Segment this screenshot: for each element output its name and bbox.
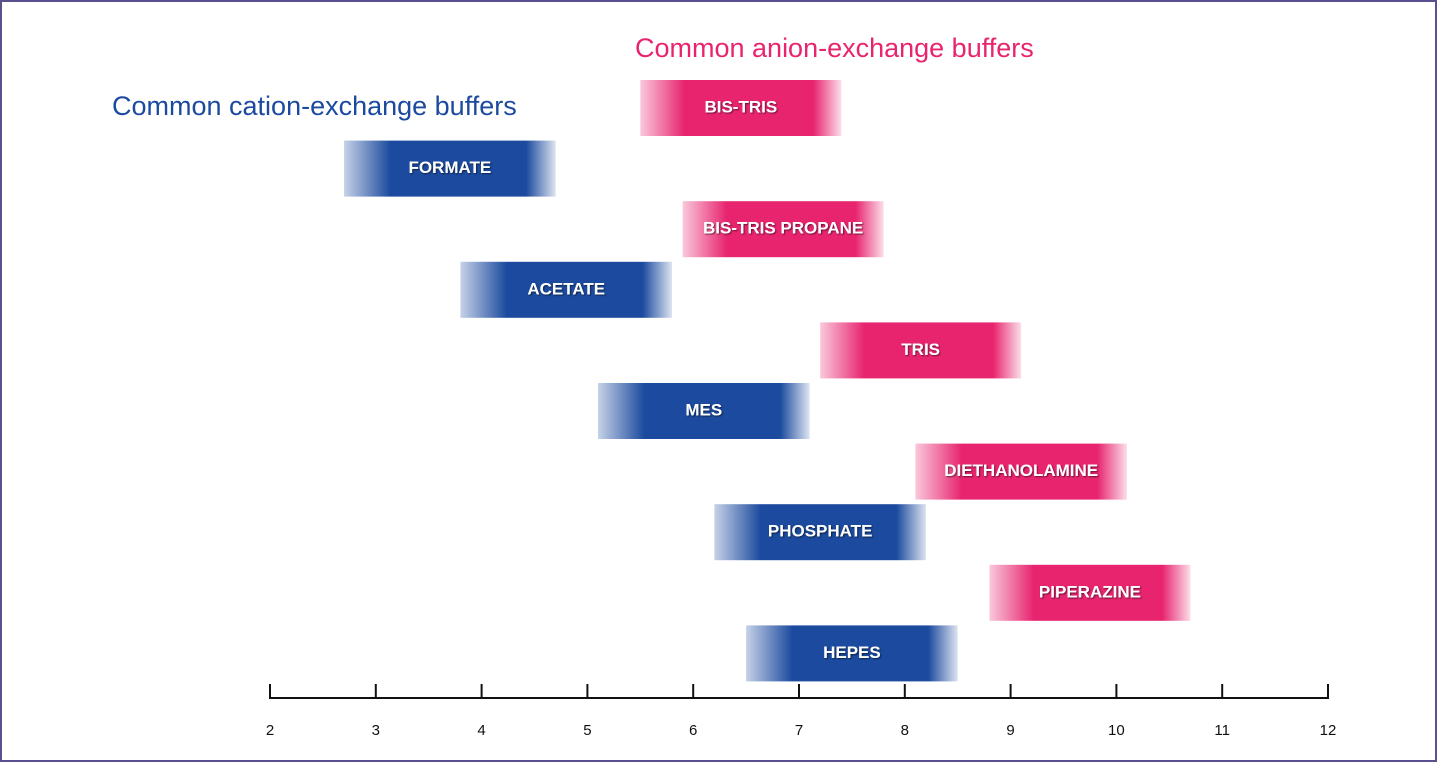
legend-anion: Common anion-exchange buffers [635,33,1034,63]
bar-label: BIS-TRIS [704,97,777,116]
x-tick-label: 9 [1006,722,1014,739]
x-tick-label: 8 [901,722,909,739]
x-tick-label: 4 [477,722,485,739]
bar-label: HEPES [823,643,881,662]
bar-label: MES [685,400,722,419]
bar-label: ACETATE [527,279,605,298]
bar-label: FORMATE [408,158,491,177]
range-bar [714,504,926,561]
x-tick-label: 2 [266,722,274,739]
bar-label: PHOSPHATE [768,522,873,541]
bar-label: PIPERAZINE [1039,582,1141,601]
range-bar [682,201,884,258]
x-tick-label: 11 [1214,722,1230,739]
x-tick-label: 3 [372,722,380,739]
bar-label: TRIS [901,340,940,359]
bar-label: BIS-TRIS PROPANE [703,219,863,238]
range-bar [344,140,556,197]
x-tick-label: 12 [1320,722,1337,739]
range-bar [820,322,1022,379]
x-tick-label: 6 [689,722,697,739]
range-bar [460,261,673,318]
range-bar [915,443,1127,500]
range-bar [597,383,810,439]
x-tick-label: 5 [583,722,591,739]
x-tick-label: 10 [1108,722,1125,739]
legend-cation: Common cation-exchange buffers [112,91,517,121]
range-bar [989,564,1191,621]
range-bar [640,80,842,136]
x-tick-label: 7 [795,722,803,739]
bar-label: DIETHANOLAMINE [944,461,1098,480]
range-bar [746,625,958,682]
